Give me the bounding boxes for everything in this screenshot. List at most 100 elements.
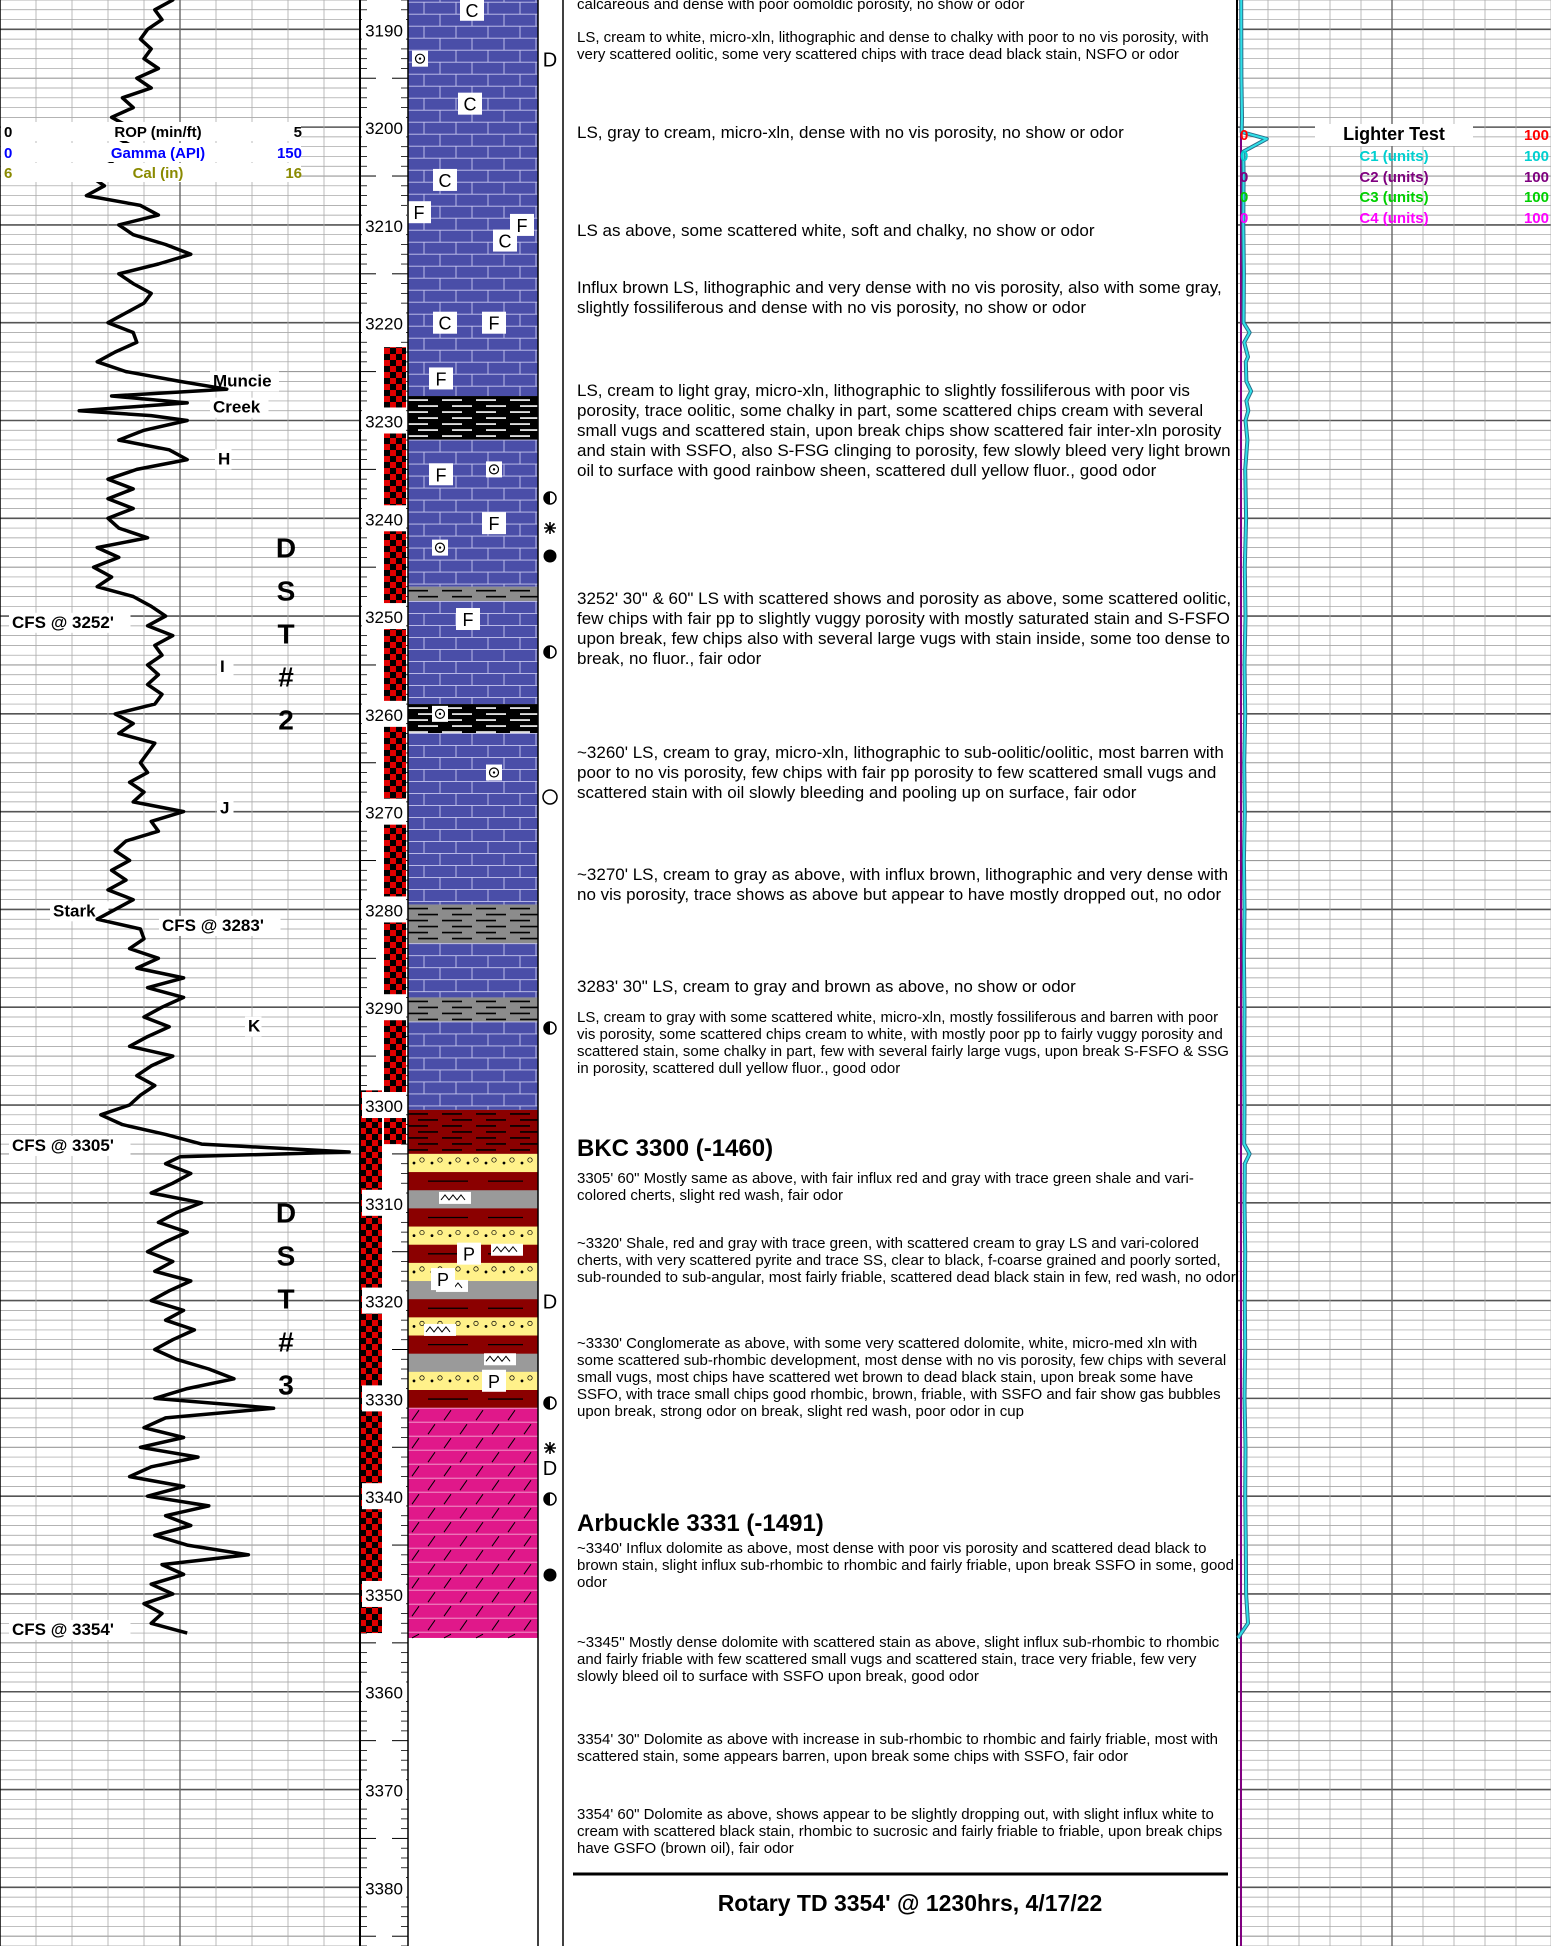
chert-icon	[425, 1326, 451, 1333]
limestone-fill	[408, 440, 538, 587]
lith-symbol: P	[463, 1245, 475, 1265]
pebble	[491, 1157, 497, 1163]
track-label: Muncie	[213, 371, 272, 390]
sand-dot	[520, 1270, 524, 1274]
depth-label-bg	[362, 994, 406, 1021]
shows-letters: D D D	[543, 50, 557, 1480]
dolomite-slash	[507, 1437, 516, 1449]
dolomite-slash	[523, 1507, 532, 1519]
pebble	[527, 1320, 533, 1326]
dolomite-slash	[427, 1535, 436, 1547]
conglomerate-band	[408, 1281, 538, 1300]
dolomite-slash	[459, 1423, 468, 1435]
dolomite-slash	[523, 1451, 532, 1463]
left-track-grid	[0, 0, 361, 1946]
depth-label-bg	[362, 1678, 406, 1705]
depth-label: 3370	[365, 1782, 403, 1801]
limestone-fill	[408, 1021, 538, 1110]
dolomite-slash	[459, 1451, 468, 1463]
sample-description: 3252' 30" & 60" LS with scattered shows …	[577, 588, 1232, 668]
legend-min: 6	[4, 165, 12, 182]
depth-label-bg	[362, 309, 406, 336]
track-label-bg	[9, 1135, 131, 1156]
depth-label: 3250	[365, 608, 403, 627]
lith-symbol-bg	[429, 463, 453, 486]
depth-label: 3190	[365, 21, 403, 40]
lith-symbol: C	[499, 232, 512, 252]
dolomite-slash	[507, 1493, 516, 1505]
dolomite-slash	[491, 1451, 500, 1463]
depth-label-bg	[362, 1092, 406, 1119]
depth-label: 3290	[365, 999, 403, 1018]
pebble	[455, 1157, 461, 1163]
legend-max: 16	[285, 165, 302, 182]
half-filled-show-icon	[543, 1492, 557, 1506]
dolomite-slash	[411, 1577, 420, 1589]
gas-curve-outline	[1236, 0, 1269, 1640]
sample-description: ~3260' LS, cream to gray, micro-xln, lit…	[577, 743, 1224, 803]
conglomerate-band	[408, 1371, 538, 1391]
sand-dot	[502, 1234, 506, 1238]
conglomerate-band	[408, 1190, 538, 1209]
track-label-bg	[159, 915, 281, 936]
lith-symbol-bg	[429, 367, 453, 390]
lithology-column	[407, 0, 538, 1639]
pebble	[473, 1157, 479, 1163]
dst-intervals	[360, 347, 406, 1634]
lith-symbol: F	[463, 610, 474, 630]
half-filled-show-icon	[543, 1021, 557, 1035]
depth-label: 3350	[365, 1586, 403, 1605]
pebble	[509, 1230, 515, 1236]
sand-dot	[412, 1161, 416, 1165]
sand-dot	[484, 1270, 488, 1274]
sand-dot	[502, 1270, 506, 1274]
pebble	[455, 1320, 461, 1326]
pebble	[419, 1266, 425, 1272]
sample-description: 3305' 60" Mostly same as above, with fai…	[577, 1169, 1194, 1204]
dolomite-slash	[491, 1479, 500, 1491]
depth-label: 3380	[365, 1879, 403, 1898]
depth-label-bg	[362, 407, 406, 434]
dolomite-slash	[491, 1563, 500, 1575]
dolomite-slash	[443, 1409, 452, 1421]
legend-name: Cal (in)	[133, 165, 184, 182]
right-legend: 0 Lighter Test 100 0 C1 (units) 100 0 C2 (units…	[1240, 124, 1549, 227]
depth-label: 3230	[365, 412, 403, 431]
dolomite-slash	[411, 1633, 420, 1639]
depth-label: 3270	[365, 804, 403, 823]
legend-max: 100	[1524, 189, 1549, 206]
track-label: Stark	[53, 901, 96, 920]
dolomite-slash	[459, 1479, 468, 1491]
depth-label-bg	[362, 1874, 406, 1901]
sand-dot	[412, 1379, 416, 1383]
track-label: K	[248, 1017, 261, 1036]
dolomite-slash	[507, 1465, 516, 1477]
track-borders	[0, 0, 1242, 1946]
legend-max: 100	[1524, 210, 1549, 227]
track-label-bg	[217, 798, 234, 819]
dolomite-slash	[475, 1409, 484, 1421]
dolomite-slash	[443, 1521, 452, 1533]
conglomerate-band	[408, 1390, 538, 1409]
lith-symbol: C	[464, 95, 477, 115]
pebble	[509, 1266, 515, 1272]
lith-symbol: C	[439, 314, 452, 334]
dolomite-slash	[443, 1633, 452, 1639]
pebble	[491, 1266, 497, 1272]
lith-symbol-bg	[431, 1268, 455, 1291]
legend-row-bg	[1, 143, 301, 162]
dolomite-slash	[411, 1605, 420, 1617]
filled-show-icon	[543, 549, 557, 563]
sand-dot	[520, 1234, 524, 1238]
oolite-icon	[488, 464, 500, 475]
dolomite-slash	[427, 1563, 436, 1575]
conglomerate-band	[408, 1226, 538, 1246]
sand-dot	[448, 1161, 452, 1165]
depth-label: 3310	[365, 1195, 403, 1214]
depth-label-bg	[362, 896, 406, 923]
dolomite-slash	[523, 1591, 532, 1603]
lith-symbol: P	[488, 1372, 500, 1392]
legend-min: 0	[1240, 189, 1248, 206]
pebble	[419, 1157, 425, 1163]
